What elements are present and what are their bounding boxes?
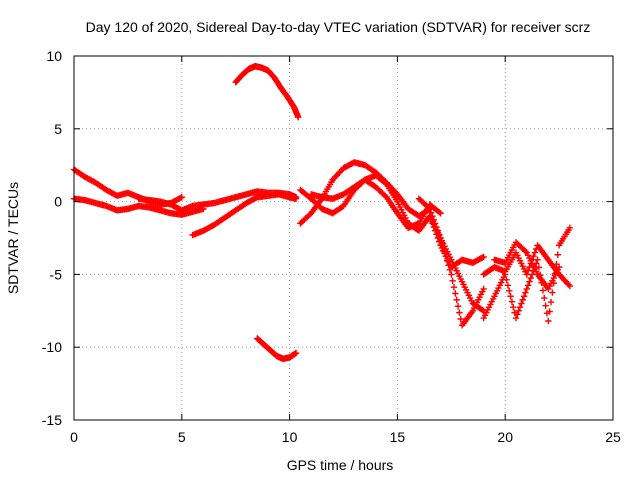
data-point xyxy=(504,282,512,289)
data-points xyxy=(70,62,574,363)
data-point xyxy=(382,192,389,200)
data-point xyxy=(430,223,437,231)
series-track-e xyxy=(232,62,302,121)
data-point xyxy=(426,205,433,213)
plot-frame xyxy=(73,55,614,421)
grid-lines xyxy=(74,56,613,420)
data-point xyxy=(178,194,185,201)
data-point xyxy=(502,271,509,278)
data-point xyxy=(549,289,556,296)
data-point xyxy=(545,317,552,325)
data-point xyxy=(382,179,389,187)
data-point xyxy=(507,293,514,300)
data-point xyxy=(530,253,537,260)
data-point xyxy=(554,251,561,258)
data-point xyxy=(508,298,516,305)
data-point xyxy=(427,216,435,223)
data-point xyxy=(426,212,433,220)
data-point xyxy=(435,208,443,216)
data-point xyxy=(566,224,574,232)
data-point xyxy=(512,314,520,322)
data-point xyxy=(480,285,487,293)
data-point xyxy=(454,303,462,310)
y-tick-label: -15 xyxy=(42,412,62,428)
x-tick-label: 25 xyxy=(605,429,621,445)
data-point xyxy=(526,263,533,271)
data-point xyxy=(429,220,436,227)
data-point xyxy=(539,287,547,294)
data-point xyxy=(427,209,435,216)
data-point xyxy=(425,204,432,211)
data-point xyxy=(555,263,563,271)
data-point xyxy=(292,195,300,202)
data-point xyxy=(523,285,530,293)
data-point xyxy=(450,283,458,291)
y-tick-label: 10 xyxy=(46,48,62,64)
series-track-k xyxy=(426,212,487,271)
y-tick-label: 0 xyxy=(54,194,62,210)
data-point xyxy=(448,271,455,278)
data-point xyxy=(542,302,549,309)
data-point xyxy=(434,234,442,242)
chart-title: Day 120 of 2020, Sidereal Day-to-day VTE… xyxy=(86,19,591,35)
data-point xyxy=(524,282,532,289)
x-axis-label: GPS time / hours xyxy=(287,457,394,473)
y-tick-label: -5 xyxy=(50,266,63,282)
data-point xyxy=(292,349,300,357)
series-track-f xyxy=(254,335,300,363)
data-point xyxy=(457,315,464,323)
data-point xyxy=(479,254,486,261)
data-point xyxy=(449,277,456,284)
series-track-d xyxy=(189,191,300,239)
data-point xyxy=(547,298,555,306)
data-point xyxy=(522,248,529,255)
data-point xyxy=(516,303,524,311)
data-point xyxy=(177,194,184,202)
y-axis-label: SDTVAR / TECUs xyxy=(5,182,21,294)
data-point xyxy=(480,253,487,261)
data-point xyxy=(518,300,525,307)
data-point xyxy=(506,287,513,294)
data-point xyxy=(437,210,444,217)
data-point xyxy=(435,238,443,245)
data-point xyxy=(531,249,539,256)
data-point xyxy=(527,274,535,282)
data-point xyxy=(479,306,486,314)
data-point xyxy=(433,231,440,238)
x-tick-label: 5 xyxy=(178,429,186,445)
data-point xyxy=(510,303,517,311)
data-point xyxy=(295,113,302,121)
data-point xyxy=(431,227,439,234)
data-point xyxy=(566,282,574,290)
data-point xyxy=(515,307,522,314)
x-tick-label: 20 xyxy=(497,429,513,445)
data-point xyxy=(520,293,528,300)
data-point xyxy=(524,267,532,274)
data-point xyxy=(503,276,510,284)
data-point xyxy=(523,271,530,278)
series-track-b xyxy=(70,195,207,218)
data-point xyxy=(514,311,521,318)
x-tick-label: 10 xyxy=(282,429,298,445)
series-track-g xyxy=(297,159,433,227)
x-tick-label: 15 xyxy=(390,429,406,445)
data-point xyxy=(534,256,541,264)
y-tick-label: 5 xyxy=(54,121,62,137)
data-point xyxy=(526,278,533,285)
x-tick-label: 0 xyxy=(70,429,78,445)
data-point xyxy=(528,271,536,278)
data-point xyxy=(452,290,459,297)
y-tick-label: -10 xyxy=(42,339,62,355)
data-point xyxy=(522,289,529,296)
data-point xyxy=(541,294,548,302)
series-track-n xyxy=(491,239,563,293)
data-point xyxy=(546,308,553,315)
series-track-c xyxy=(135,188,300,214)
data-point xyxy=(535,264,543,271)
data-point xyxy=(519,296,526,304)
data-point xyxy=(453,296,460,304)
data-point xyxy=(456,309,463,316)
axis-ticks: 0 5 10 15 20 25 10 5 0 -5 -10 -15 xyxy=(42,48,621,445)
